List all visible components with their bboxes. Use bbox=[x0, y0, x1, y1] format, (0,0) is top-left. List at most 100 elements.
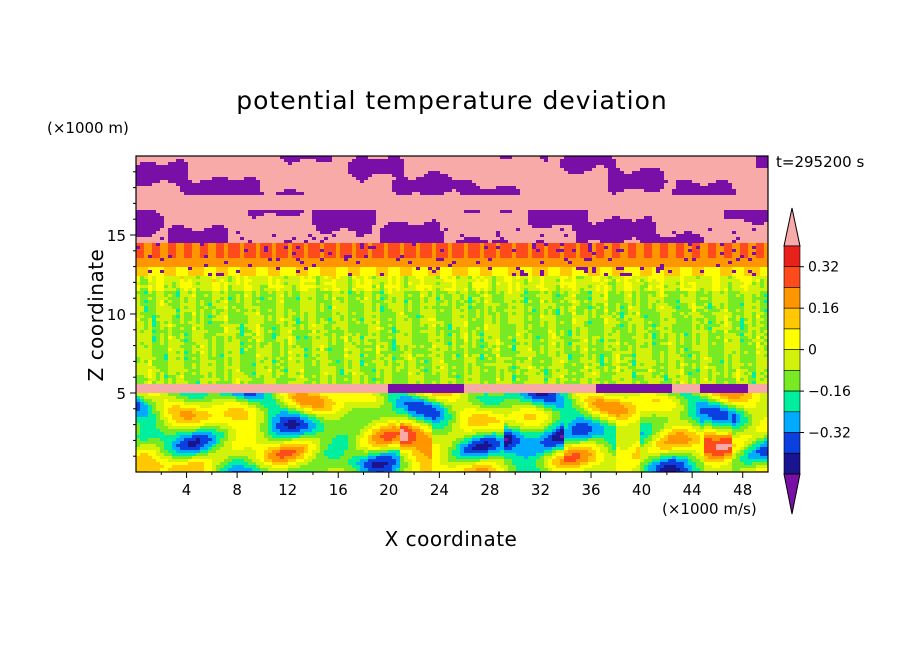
contour-cell bbox=[164, 186, 169, 190]
contour-cell bbox=[564, 171, 569, 175]
contour-cell bbox=[336, 174, 341, 178]
contour-cell bbox=[184, 165, 189, 169]
contour-cell bbox=[176, 186, 181, 190]
contour-cell bbox=[288, 183, 293, 187]
contour-cell bbox=[248, 204, 253, 208]
contour-cell bbox=[204, 186, 209, 190]
contour-cell bbox=[476, 159, 481, 163]
contour-cell bbox=[672, 219, 677, 223]
contour-cell bbox=[668, 210, 673, 214]
contour-cell bbox=[436, 174, 441, 178]
contour-cell bbox=[592, 192, 597, 196]
contour-cell bbox=[296, 171, 301, 175]
contour-cell bbox=[196, 198, 201, 202]
contour-cell bbox=[760, 174, 765, 178]
contour-cell bbox=[388, 213, 393, 217]
contour-cell bbox=[276, 165, 281, 169]
contour-cell bbox=[676, 159, 681, 163]
contour-cell bbox=[404, 159, 409, 163]
contour-cell bbox=[472, 165, 477, 169]
contour-cell bbox=[364, 183, 369, 187]
contour-cell bbox=[500, 183, 505, 187]
contour-cell bbox=[268, 222, 273, 226]
contour-cell bbox=[400, 210, 405, 214]
contour-cell bbox=[556, 195, 561, 199]
contour-cell bbox=[528, 189, 533, 193]
contour-cell bbox=[144, 198, 149, 202]
contour-cell bbox=[536, 171, 541, 175]
contour-cell bbox=[216, 177, 221, 181]
contour-cell bbox=[576, 216, 581, 220]
contour-cell bbox=[316, 204, 321, 208]
contour-cell bbox=[196, 201, 201, 205]
contour-cell bbox=[308, 174, 313, 178]
contour-cell bbox=[240, 204, 245, 208]
contour-cell bbox=[656, 216, 661, 220]
contour-cell bbox=[740, 174, 745, 178]
contour-cell bbox=[532, 165, 537, 169]
contour-cell bbox=[364, 204, 369, 208]
contour-cell bbox=[300, 177, 305, 181]
contour-cell bbox=[220, 195, 225, 199]
contour-cell bbox=[388, 165, 393, 169]
contour-cell bbox=[536, 168, 541, 172]
contour-cell bbox=[292, 222, 297, 226]
contour-cell bbox=[492, 180, 497, 184]
contour-cell bbox=[304, 195, 309, 199]
contour-cell bbox=[284, 192, 289, 196]
contour-cell bbox=[452, 177, 457, 181]
contour-cell bbox=[580, 162, 585, 166]
contour-cell bbox=[272, 177, 277, 181]
contour-cell bbox=[260, 171, 265, 175]
contour-cell bbox=[300, 180, 305, 184]
contour-cell bbox=[312, 213, 317, 217]
contour-cell bbox=[580, 174, 585, 178]
contour-cell bbox=[272, 168, 277, 172]
contour-cell bbox=[232, 195, 237, 199]
contour-cell bbox=[360, 198, 365, 202]
contour-cell bbox=[300, 222, 305, 226]
contour-cell bbox=[680, 159, 685, 163]
contour-cell bbox=[760, 162, 765, 166]
contour-cell bbox=[604, 207, 609, 211]
contour-cell bbox=[196, 180, 201, 184]
contour-cell bbox=[292, 171, 297, 175]
contour-cell bbox=[328, 222, 333, 226]
contour-cell bbox=[400, 204, 405, 208]
contour-cell bbox=[584, 168, 589, 172]
contour-cell bbox=[512, 222, 517, 226]
contour-cell bbox=[212, 222, 217, 226]
contour-cell bbox=[700, 198, 705, 202]
contour-cell bbox=[596, 210, 601, 214]
contour-cell bbox=[404, 219, 409, 223]
contour-cell bbox=[656, 207, 661, 211]
contour-cell bbox=[568, 174, 573, 178]
contour-cell bbox=[252, 180, 257, 184]
contour-cell bbox=[464, 177, 469, 181]
contour-cell bbox=[572, 222, 577, 226]
contour-cell bbox=[308, 168, 313, 172]
contour-cell bbox=[144, 219, 149, 223]
contour-cell bbox=[268, 201, 273, 205]
contour-cell bbox=[220, 210, 225, 214]
contour-cell bbox=[140, 198, 145, 202]
contour-cell bbox=[452, 213, 457, 217]
contour-cell bbox=[652, 162, 657, 166]
contour-cell bbox=[456, 201, 461, 205]
contour-cell bbox=[472, 216, 477, 220]
contour-cell bbox=[376, 168, 381, 172]
contour-cell bbox=[644, 171, 649, 175]
contour-cell bbox=[412, 168, 417, 172]
contour-cell bbox=[224, 189, 229, 193]
contour-cell bbox=[428, 171, 433, 175]
contour-cell bbox=[556, 189, 561, 193]
contour-cell bbox=[184, 168, 189, 172]
contour-cell bbox=[420, 201, 425, 205]
contour-cell bbox=[148, 198, 153, 202]
contour-cell bbox=[560, 213, 565, 217]
contour-cell bbox=[240, 222, 245, 226]
contour-cell bbox=[576, 201, 581, 205]
contour-cell bbox=[460, 186, 465, 190]
contour-cell bbox=[312, 165, 317, 169]
contour-cell bbox=[624, 219, 629, 223]
